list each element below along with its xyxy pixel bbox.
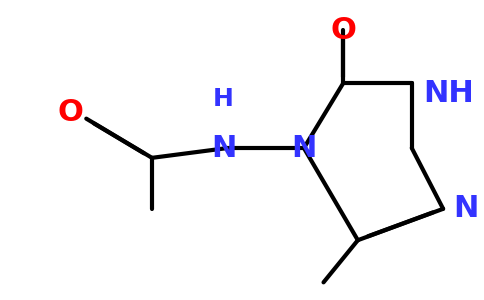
Text: N: N <box>291 134 317 163</box>
Text: N: N <box>453 194 478 223</box>
Text: O: O <box>330 16 356 45</box>
Text: O: O <box>58 98 84 127</box>
Text: N: N <box>211 134 236 163</box>
Text: NH: NH <box>424 79 474 108</box>
Text: H: H <box>213 87 234 111</box>
